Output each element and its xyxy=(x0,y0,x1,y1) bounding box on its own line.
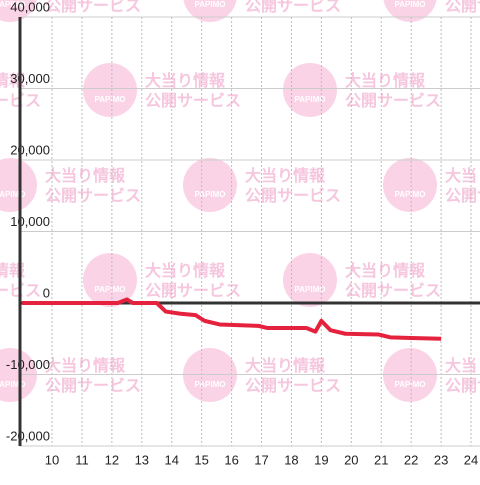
watermark-title: 大当り情報 xyxy=(245,166,326,185)
y-tick-label: 40,000 xyxy=(10,0,50,14)
plot xyxy=(22,297,442,341)
watermark-logo-text: PAPIMO xyxy=(295,285,326,294)
watermark-logo xyxy=(0,348,37,402)
x-tick-label: 11 xyxy=(75,452,89,467)
watermark-logo xyxy=(183,158,237,212)
y-tick-label: 20,000 xyxy=(10,142,50,157)
watermark-subtitle: 公開サービス xyxy=(245,187,341,205)
watermark-logo xyxy=(383,158,437,212)
watermark-logo xyxy=(283,253,337,307)
watermark-title: 大当り情報 xyxy=(0,261,26,280)
watermark-subtitle: 公開サービス xyxy=(145,92,241,110)
x-tick-label: 19 xyxy=(314,452,328,467)
x-tick-label: 18 xyxy=(284,452,298,467)
y-tick-label: 0 xyxy=(43,285,50,300)
watermark-title: 大当り情報 xyxy=(345,261,426,280)
x-tick-label: 15 xyxy=(194,452,208,467)
x-tick-label: 17 xyxy=(254,452,268,467)
x-tick-label: 24 xyxy=(464,452,478,467)
watermarks: PAPIMO大当り情報公開サービスPAPIMO大当り情報公開サービスPAPIMO… xyxy=(0,0,480,402)
watermark-logo-text: PAPIMO xyxy=(0,0,25,9)
y-tick-label: 10,000 xyxy=(10,214,50,229)
watermark-logo-text: PAPIMO xyxy=(195,380,226,389)
x-tick-label: 14 xyxy=(165,452,179,467)
y-tick-label: 30,000 xyxy=(10,71,50,86)
watermark-title: 大当り情報 xyxy=(345,71,426,90)
y-tick-label: -20,000 xyxy=(6,428,50,443)
y-tick-label: -10,000 xyxy=(6,357,50,372)
watermark-title: 大当り情報 xyxy=(445,166,480,185)
grid: 10 11 12 13 14 15 16 17 18 19 20 21 22 23 24 -20,000 -10… xyxy=(6,0,480,467)
x-tick-label: 12 xyxy=(105,452,119,467)
watermark-subtitle: 公開サービス xyxy=(445,0,480,15)
watermark-subtitle: 公開サービス xyxy=(45,377,141,395)
watermark-logo-text: PAPIMO xyxy=(395,380,426,389)
watermark-subtitle: 公開サービス xyxy=(45,0,141,15)
watermark-logo xyxy=(183,0,237,22)
x-tick-label: 21 xyxy=(374,452,388,467)
watermark-subtitle: 公開サービス xyxy=(245,377,341,395)
watermark-logo-text: PAPIMO xyxy=(395,190,426,199)
x-tick-label: 10 xyxy=(45,452,59,467)
watermark-subtitle: 公開サービス xyxy=(445,377,480,395)
watermark-logo xyxy=(0,0,37,22)
watermark-subtitle: 公開サービス xyxy=(445,187,480,205)
watermark-title: 大当り情報 xyxy=(45,166,126,185)
watermark-logo-text: PAPIMO xyxy=(195,190,226,199)
x-tick-label: 20 xyxy=(344,452,358,467)
watermark-logo xyxy=(0,158,37,212)
watermark-logo-text: PAPIMO xyxy=(0,190,25,199)
x-tick-label: 22 xyxy=(404,452,418,467)
watermark-subtitle: 公開サービス xyxy=(145,282,241,300)
watermark-logo-text: PAPIMO xyxy=(95,285,126,294)
x-tick-label: 16 xyxy=(224,452,238,467)
watermark-title: 大当り情報 xyxy=(45,356,126,375)
x-tick-label: 13 xyxy=(135,452,149,467)
watermark-subtitle: 公開サービス xyxy=(245,0,341,15)
watermark-subtitle: 公開サービス xyxy=(345,282,441,300)
watermark-logo-text: PAPIMO xyxy=(95,95,126,104)
watermark-title: 大当り情報 xyxy=(445,356,480,375)
x-tick-label: 23 xyxy=(434,452,448,467)
watermark-logo xyxy=(283,63,337,117)
watermark-logo-text: PAPIMO xyxy=(395,0,426,9)
watermark-logo-text: PAPIMO xyxy=(195,0,226,9)
watermark-logo-text: PAPIMO xyxy=(295,95,326,104)
watermark-title: 大当り情報 xyxy=(145,261,226,280)
watermark-logo xyxy=(83,253,137,307)
data-line xyxy=(22,297,442,341)
watermark-logo-text: PAPIMO xyxy=(0,380,25,389)
watermark-logo xyxy=(83,63,137,117)
watermark-title: 大当り情報 xyxy=(145,71,226,90)
watermark-subtitle: 公開サービス xyxy=(45,187,141,205)
watermark-logo xyxy=(383,0,437,22)
watermark-title: 大当り情報 xyxy=(245,356,326,375)
watermark-subtitle: 公開サービス xyxy=(345,92,441,110)
